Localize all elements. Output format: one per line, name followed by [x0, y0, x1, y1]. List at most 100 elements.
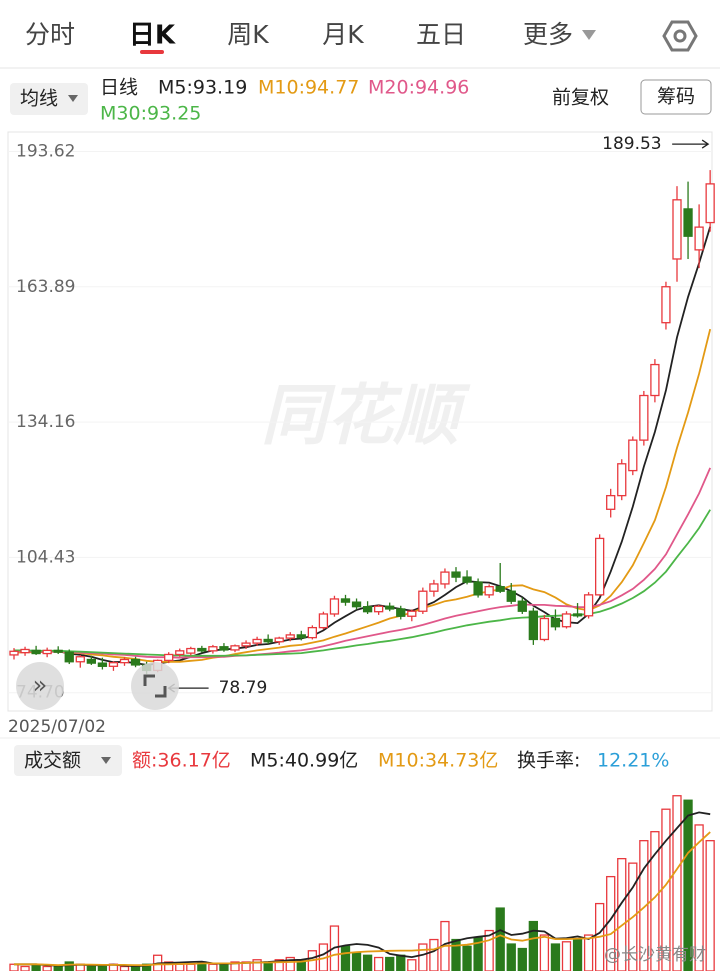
candle-body: [539, 617, 550, 641]
candle-body: [175, 650, 185, 656]
candle-body: [86, 658, 96, 664]
tab[interactable]: 分时: [25, 20, 75, 49]
candle-body: [197, 647, 207, 652]
tab[interactable]: 周K: [227, 20, 269, 49]
volume-bar: [362, 954, 373, 971]
volume-bar: [583, 934, 594, 971]
y-tick-label: 193.62: [16, 141, 75, 161]
candle-body: [440, 571, 450, 585]
volume-bar: [175, 963, 185, 971]
ma-legend: M30:93.25: [100, 103, 201, 125]
candle-body: [705, 183, 715, 224]
ma-line: [13, 328, 712, 663]
amount-label: 额:36.17亿: [132, 750, 231, 772]
chips-button[interactable]: [640, 79, 712, 115]
volume-bar: [20, 965, 30, 971]
candle-body: [318, 613, 329, 629]
candle-body: [164, 653, 174, 662]
ma-button[interactable]: [10, 83, 88, 115]
volume-bar: [208, 963, 218, 971]
adjust-button[interactable]: 前复权: [552, 87, 609, 109]
turnover-label: 换手率:: [517, 750, 580, 772]
y-tick-label: 104.43: [16, 547, 75, 567]
candle-body: [583, 594, 594, 617]
candle-body: [528, 610, 538, 641]
volume-bar: [407, 959, 417, 971]
max-label: 189.53: [602, 134, 661, 154]
candle-body: [97, 662, 108, 667]
candle-body: [694, 226, 704, 251]
candle-body: [385, 605, 395, 610]
volume-type-button[interactable]: [14, 745, 122, 776]
candle-body: [484, 586, 494, 596]
candle-body: [307, 626, 318, 639]
candle-body: [351, 601, 362, 608]
volume-bar: [572, 938, 583, 971]
volume-bar: [373, 956, 384, 971]
settings-button[interactable]: [662, 20, 698, 52]
volume-bar: [528, 920, 538, 971]
volume-bar: [495, 907, 505, 971]
tab[interactable]: 五日: [416, 20, 466, 49]
candle-body: [418, 590, 428, 612]
volume-bar: [186, 963, 196, 971]
candle-body: [661, 286, 671, 324]
volume-bar: [506, 943, 516, 971]
min-label: 78.79: [219, 678, 268, 698]
candle-body: [296, 634, 306, 639]
volume-ma-legend: M5:40.99亿: [250, 750, 358, 772]
candle-body: [683, 208, 693, 237]
ma-line: [14, 509, 711, 657]
candle-body: [263, 638, 273, 643]
candle-body: [130, 658, 141, 666]
candle-body: [373, 605, 384, 613]
y-tick-label: 163.89: [16, 277, 75, 297]
footer-watermark: @长沙黄有财: [604, 945, 706, 965]
gear-hole: [673, 29, 687, 43]
start-date: 2025/07/02: [8, 717, 106, 737]
candle-body: [31, 649, 41, 655]
tab[interactable]: 日K: [129, 21, 176, 51]
candle-body: [506, 590, 516, 602]
ma-legend: M10:94.77: [258, 77, 359, 99]
volume-ma-line: [14, 831, 711, 967]
candle-body: [9, 650, 19, 656]
candle-body: [75, 656, 85, 663]
candle-body: [42, 649, 52, 655]
volume-bar: [351, 952, 362, 971]
candle-body: [595, 537, 605, 596]
volume-bar: [219, 963, 229, 971]
ma-legend: M5:93.19: [158, 77, 247, 99]
candle-body: [208, 646, 218, 652]
ma-legend: M20:94.96: [368, 77, 469, 99]
ma-line: [14, 467, 712, 659]
volume-bar: [340, 945, 351, 971]
expand-button[interactable]: [16, 662, 64, 710]
candle-body: [429, 583, 439, 592]
volume-bar: [429, 938, 439, 971]
candle-body: [561, 613, 572, 628]
volume-bar: [97, 965, 108, 971]
tab-indicator: [140, 50, 164, 54]
candle-body: [20, 648, 30, 654]
candle-body: [606, 494, 616, 510]
fullscreen-button[interactable]: [131, 662, 179, 710]
candle-body: [550, 617, 561, 628]
volume-bar: [385, 956, 395, 971]
period-label: 日线: [100, 77, 138, 99]
volume-bar: [252, 959, 262, 971]
tab[interactable]: 更多: [523, 20, 573, 49]
candle-body: [628, 439, 638, 472]
volume-bar: [130, 965, 141, 971]
volume-bar: [517, 947, 527, 971]
volume-bar: [639, 840, 649, 971]
volume-bar: [418, 943, 428, 971]
tab[interactable]: 月K: [322, 20, 364, 49]
volume-bar: [561, 941, 572, 971]
dropdown-icon: [101, 757, 111, 764]
candle-body: [517, 600, 527, 612]
candle-body: [340, 598, 351, 603]
fullscreen-icon: [143, 674, 167, 698]
